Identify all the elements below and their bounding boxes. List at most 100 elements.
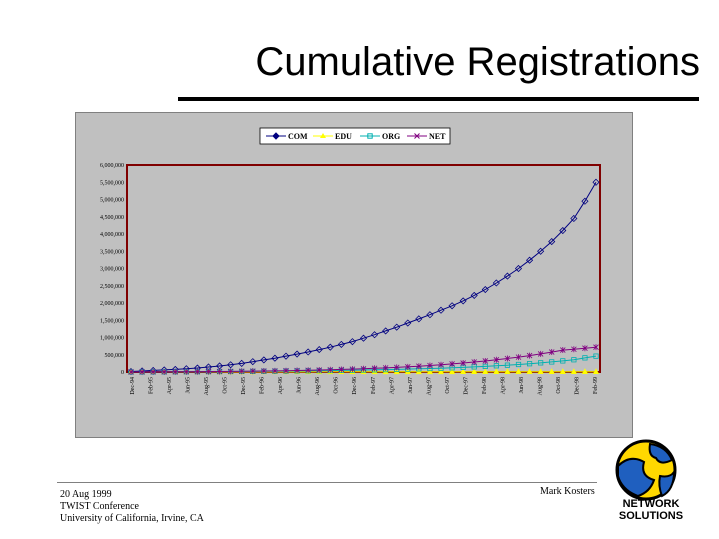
x-tick-label: Feb-96 — [260, 377, 266, 394]
x-tick-label: Dec-96 — [352, 377, 358, 395]
data-point — [504, 368, 511, 375]
x-tick-label: Feb-95 — [149, 377, 155, 394]
data-point — [481, 285, 489, 294]
footer-date: 20 Aug 1999 — [60, 489, 112, 500]
x-tick-label: Feb-97 — [371, 377, 377, 394]
data-point — [405, 363, 411, 370]
data-point — [227, 368, 234, 375]
x-tick-label: Jun-96 — [297, 377, 303, 393]
y-tick-label: 3,000,000 — [100, 267, 124, 273]
y-tick-label: 500,000 — [105, 353, 125, 359]
data-point — [460, 368, 467, 375]
x-tick-label: Jun-97 — [408, 377, 414, 393]
data-point — [250, 368, 256, 375]
legend-box — [259, 127, 451, 145]
x-axis-tick-labels: Dec-94 Feb-95 Apr-95 Jun-95 Aug-95 Oct-95 Dec-… — [130, 377, 599, 395]
data-point — [571, 357, 577, 363]
x-tick-label: Aug-95 — [204, 377, 210, 395]
data-point — [526, 256, 534, 264]
data-point — [283, 367, 289, 374]
data-point — [216, 368, 223, 375]
data-point — [360, 365, 367, 372]
series-net — [128, 344, 599, 375]
footer-author: Mark Kosters — [540, 486, 595, 497]
data-point — [548, 349, 555, 356]
x-tick-label: Oct-95 — [223, 377, 229, 394]
data-point — [571, 346, 577, 353]
x-tick-label: Aug-97 — [426, 377, 432, 395]
data-point — [526, 368, 533, 375]
y-tick-label: 4,000,000 — [100, 232, 124, 238]
data-point — [316, 367, 322, 374]
legend-label: NET — [429, 132, 446, 141]
data-point — [593, 353, 599, 359]
data-point — [227, 361, 235, 369]
data-point — [172, 368, 179, 375]
data-point — [150, 368, 156, 375]
x-tick-label: Apr-97 — [389, 377, 395, 394]
data-point — [449, 360, 455, 367]
footer-place: University of California, Irvine, CA — [60, 513, 204, 524]
legend-entry-org: ORG — [360, 132, 400, 141]
data-point — [305, 367, 311, 374]
data-point — [338, 366, 345, 373]
x-tick-label: Dec-97 — [463, 377, 469, 395]
data-point — [194, 368, 201, 375]
data-point — [249, 358, 257, 366]
data-point — [482, 357, 489, 364]
data-point — [238, 368, 245, 375]
network-solutions-logo-icon — [615, 439, 677, 501]
registrations-line-chart: COM EDU ORG NET 6,000,000 5,500,000 5,000,000… — [100, 127, 601, 395]
data-point — [526, 352, 533, 359]
data-point — [359, 334, 368, 342]
x-tick-label: Oct-98 — [556, 377, 562, 394]
x-tick-label: Jun-98 — [519, 377, 525, 393]
data-point — [592, 178, 600, 186]
footer-divider — [57, 482, 597, 483]
x-tick-label: Aug-98 — [537, 377, 543, 395]
data-point — [293, 350, 301, 358]
data-point — [382, 364, 389, 371]
data-point — [493, 368, 500, 375]
data-point — [393, 364, 400, 371]
y-tick-label: 3,500,000 — [100, 249, 124, 255]
y-tick-label: 2,500,000 — [100, 284, 124, 290]
data-point — [582, 355, 588, 361]
x-tick-label: Dec-94 — [130, 377, 136, 395]
data-point — [471, 368, 478, 375]
data-point — [581, 368, 589, 374]
chart-panel: COM EDU ORG NET 6,000,000 5,500,000 5,000,000… — [75, 112, 633, 438]
data-point — [427, 362, 433, 369]
data-point — [549, 359, 555, 365]
series-line — [130, 182, 597, 372]
data-point — [327, 366, 334, 373]
data-point — [548, 368, 555, 375]
data-point — [515, 361, 522, 368]
data-point — [460, 360, 466, 367]
x-tick-label: Feb-99 — [593, 377, 599, 394]
data-point — [205, 368, 212, 375]
y-tick-label: 5,000,000 — [100, 198, 124, 204]
data-point — [538, 360, 544, 366]
data-point — [459, 297, 467, 305]
footer-event: TWIST Conference — [60, 501, 139, 512]
data-point — [526, 361, 533, 367]
data-point — [282, 352, 290, 360]
data-point — [438, 361, 444, 368]
logo-line-1: NETWORK — [622, 498, 680, 510]
y-tick-label: 1,500,000 — [100, 318, 124, 324]
data-point — [548, 238, 556, 246]
data-point — [560, 347, 566, 354]
x-tick-label: Jun-95 — [186, 377, 192, 393]
data-point — [371, 365, 378, 372]
data-point — [183, 368, 190, 375]
x-tick-label: Dec-98 — [574, 377, 580, 395]
data-point — [570, 368, 577, 374]
data-point — [371, 368, 378, 375]
x-tick-label: Oct-97 — [445, 377, 451, 394]
data-point — [493, 363, 499, 369]
data-point — [493, 356, 500, 363]
x-tick-label: Aug-96 — [315, 377, 321, 395]
x-tick-label: Feb-98 — [482, 377, 488, 394]
data-point — [161, 368, 167, 375]
